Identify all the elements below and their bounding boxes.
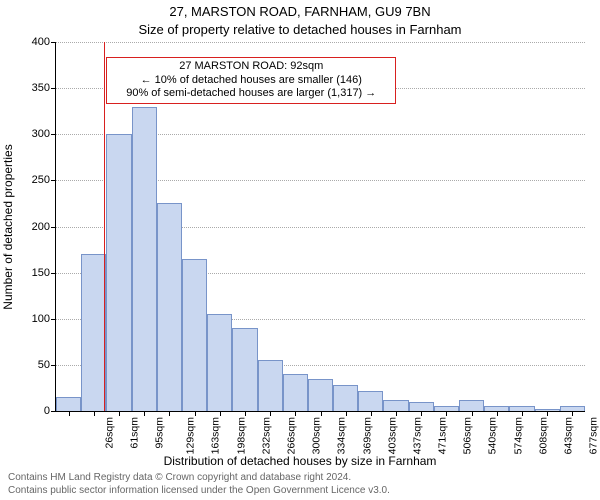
y-tick-label: 300 <box>32 128 56 140</box>
y-tick-label: 350 <box>32 82 56 94</box>
footer: Contains HM Land Registry data © Crown c… <box>8 472 390 497</box>
x-tick-label: 540sqm <box>487 417 499 454</box>
x-tick-mark <box>446 411 447 416</box>
histogram-bar <box>358 391 383 411</box>
y-tick-label: 100 <box>32 313 56 325</box>
footer-line-2: Contains public sector information licen… <box>8 485 390 498</box>
title-main: 27, MARSTON ROAD, FARNHAM, GU9 7BN <box>0 4 600 19</box>
x-tick-mark <box>195 411 196 416</box>
histogram-bar <box>434 406 459 411</box>
x-tick-label: 266sqm <box>285 417 297 454</box>
histogram-bar <box>132 107 157 411</box>
x-tick-mark <box>346 411 347 416</box>
histogram-bar <box>182 259 207 411</box>
x-tick-mark <box>94 411 95 416</box>
annotation-line-1: 27 MARSTON ROAD: 92sqm <box>113 60 389 74</box>
x-tick-label: 334sqm <box>336 417 348 454</box>
x-tick-mark <box>321 411 322 416</box>
x-tick-label: 26sqm <box>103 417 115 449</box>
x-tick-label: 643sqm <box>562 417 574 454</box>
histogram-bar <box>459 400 484 411</box>
x-tick-mark <box>472 411 473 416</box>
y-axis-label: Number of detached properties <box>1 144 15 309</box>
y-tick-label: 50 <box>38 359 56 371</box>
x-tick-label: 369sqm <box>361 417 373 454</box>
x-tick-label: 506sqm <box>462 417 474 454</box>
x-tick-mark <box>547 411 548 416</box>
x-tick-label: 61sqm <box>128 417 140 449</box>
x-tick-mark <box>522 411 523 416</box>
x-tick-label: 437sqm <box>411 417 423 454</box>
histogram-bar <box>409 402 434 411</box>
x-tick-label: 232sqm <box>260 417 272 454</box>
x-tick-mark <box>421 411 422 416</box>
annotation-box: 27 MARSTON ROAD: 92sqm← 10% of detached … <box>106 57 396 104</box>
y-tick-label: 200 <box>32 221 56 233</box>
histogram-bar <box>484 406 509 411</box>
x-tick-mark <box>144 411 145 416</box>
x-tick-label: 163sqm <box>210 417 222 454</box>
x-tick-mark <box>245 411 246 416</box>
x-axis-label: Distribution of detached houses by size … <box>0 454 600 468</box>
x-tick-label: 608sqm <box>537 417 549 454</box>
x-tick-mark <box>572 411 573 416</box>
x-tick-label: 677sqm <box>588 417 600 454</box>
x-tick-mark <box>295 411 296 416</box>
x-tick-mark <box>169 411 170 416</box>
x-tick-label: 95sqm <box>153 417 165 449</box>
x-tick-label: 574sqm <box>512 417 524 454</box>
histogram-bar <box>258 360 283 411</box>
y-tick-label: 150 <box>32 267 56 279</box>
x-tick-label: 129sqm <box>185 417 197 454</box>
x-tick-label: 300sqm <box>310 417 322 454</box>
marker-line <box>104 42 105 411</box>
histogram-bar <box>535 409 560 411</box>
histogram-bar <box>383 400 408 411</box>
y-tick-label: 250 <box>32 174 56 186</box>
histogram-bar <box>333 385 358 411</box>
histogram-bar <box>560 406 585 411</box>
title-sub: Size of property relative to detached ho… <box>0 22 600 37</box>
x-tick-mark <box>270 411 271 416</box>
plot-area: 05010015020025030035040026sqm61sqm95sqm1… <box>55 42 585 412</box>
histogram-bar <box>106 134 131 411</box>
y-tick-label: 400 <box>32 36 56 48</box>
histogram-bar <box>81 254 106 411</box>
annotation-line-2: ← 10% of detached houses are smaller (14… <box>113 74 389 88</box>
x-tick-mark <box>497 411 498 416</box>
x-tick-mark <box>396 411 397 416</box>
x-tick-label: 403sqm <box>386 417 398 454</box>
x-tick-mark <box>119 411 120 416</box>
annotation-line-3: 90% of semi-detached houses are larger (… <box>113 87 389 101</box>
histogram-bar <box>56 397 81 411</box>
footer-line-1: Contains HM Land Registry data © Crown c… <box>8 472 390 485</box>
x-tick-label: 471sqm <box>436 417 448 454</box>
y-tick-label: 0 <box>44 405 56 417</box>
gridline-h <box>56 42 585 43</box>
x-tick-mark <box>371 411 372 416</box>
x-tick-label: 198sqm <box>235 417 247 454</box>
chart-container: 27, MARSTON ROAD, FARNHAM, GU9 7BN Size … <box>0 0 600 500</box>
histogram-bar <box>157 203 182 411</box>
histogram-bar <box>283 374 308 411</box>
x-tick-mark <box>220 411 221 416</box>
x-tick-mark <box>69 411 70 416</box>
histogram-bar <box>232 328 257 411</box>
histogram-bar <box>207 314 232 411</box>
histogram-bar <box>509 406 534 411</box>
histogram-bar <box>308 379 333 411</box>
